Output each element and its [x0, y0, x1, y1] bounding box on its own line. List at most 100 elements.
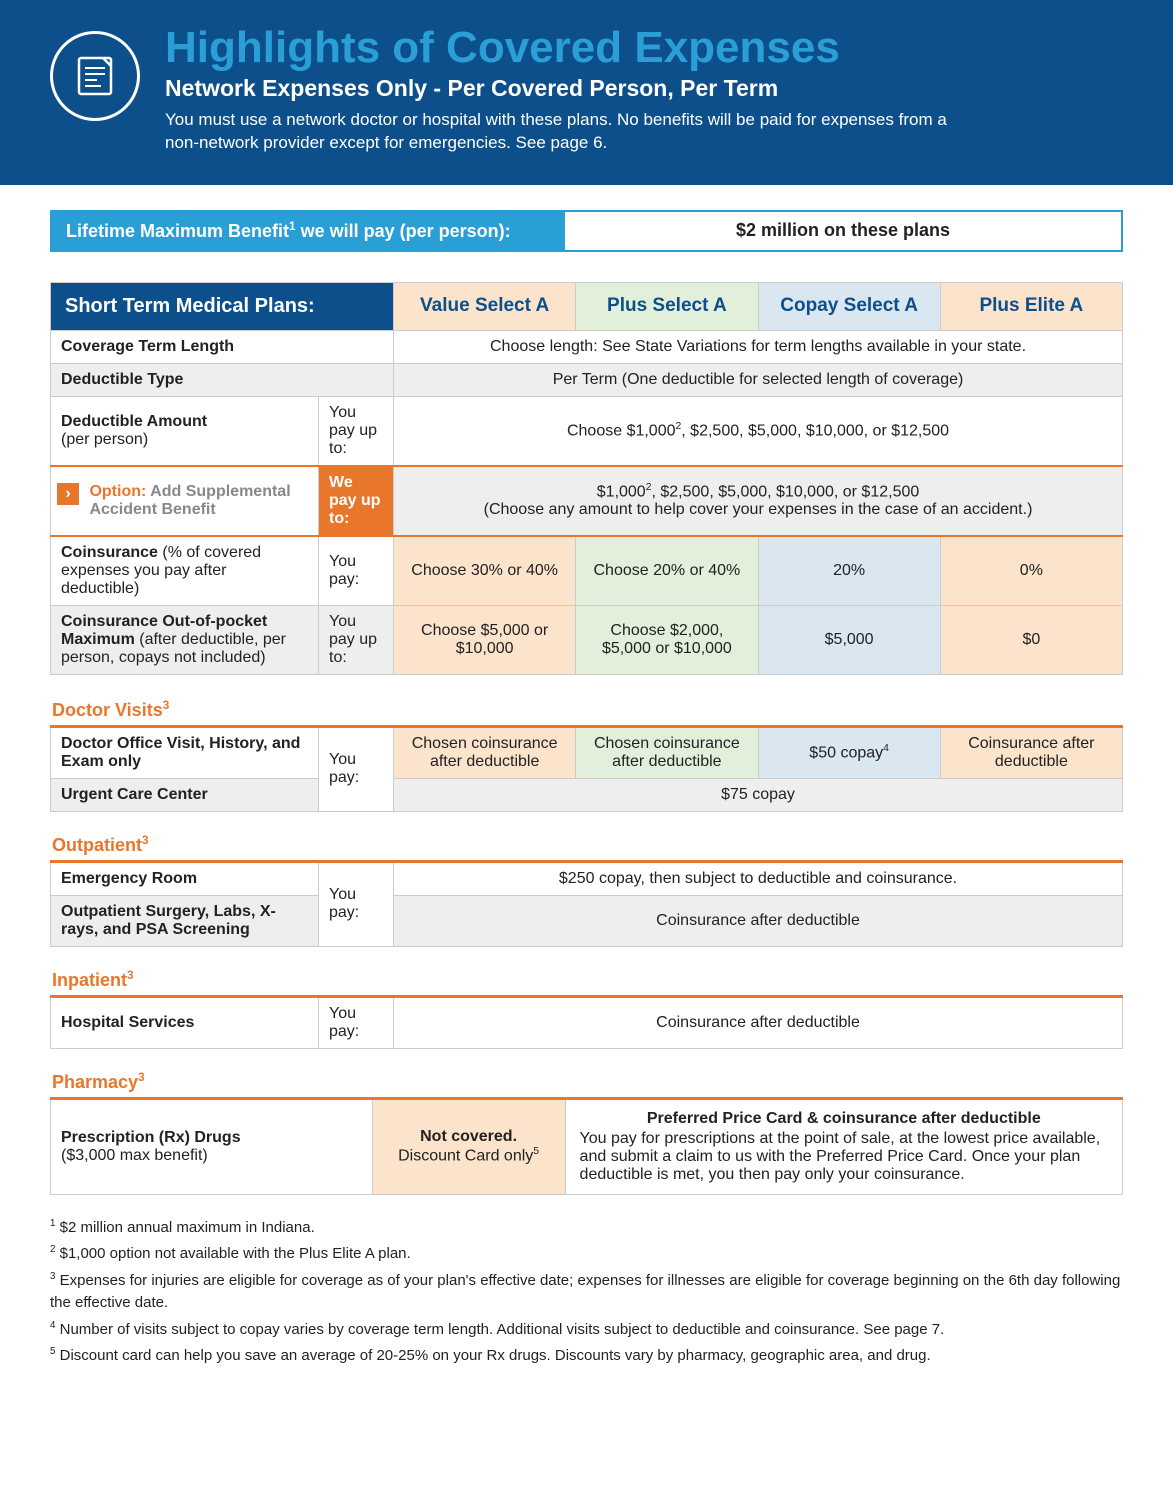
page-title: Highlights of Covered Expenses [165, 25, 985, 71]
oop-max-v4: $0 [940, 605, 1122, 674]
fn5-t: Discount card can help you save an avera… [60, 1347, 931, 1364]
pharmacy-left2-sup: 5 [533, 1146, 539, 1157]
fn2-t: $1,000 option not available with the Plu… [60, 1245, 411, 1262]
office-v3-sup: 4 [883, 743, 889, 754]
lifetime-value: $2 million on these plans [565, 212, 1121, 250]
option-pay: We pay up to: [319, 466, 394, 536]
coinsurance-pay: You pay: [319, 536, 394, 606]
document-icon-svg [73, 54, 117, 98]
section-title-inpatient: Inpatient3 [52, 969, 1123, 991]
oop-max-v3: $5,000 [758, 605, 940, 674]
oop-max-pay: You pay up to: [319, 605, 394, 674]
row-option-supplemental: › Option: Add Supplemental Accident Bene… [51, 466, 1123, 536]
row-coinsurance: Coinsurance (% of covered expenses you p… [51, 536, 1123, 606]
office-v4: Coinsurance after deductible [940, 726, 1122, 778]
pharmacy-left1: Not covered. [420, 1128, 517, 1145]
deductible-type-value: Per Term (One deductible for selected le… [394, 363, 1123, 396]
deductible-amount-label-text: Deductible Amount [61, 413, 207, 430]
urgent-label: Urgent Care Center [51, 778, 319, 811]
fn3-t: Expenses for injuries are eligible for c… [50, 1272, 1120, 1312]
office-v3-pre: $50 copay [809, 744, 883, 761]
deductible-type-label: Deductible Type [51, 363, 394, 396]
option-line2: (Choose any amount to help cover your ex… [484, 501, 1033, 518]
row-pharmacy: Prescription (Rx) Drugs ($3,000 max bene… [51, 1098, 1123, 1194]
content-area: Lifetime Maximum Benefit 1 we will pay (p… [0, 185, 1173, 1402]
deductible-amount-pre: Choose $1,000 [567, 422, 676, 439]
doctor-table: Doctor Office Visit, History, and Exam o… [50, 725, 1123, 812]
pharmacy-right-title: Preferred Price Card & coinsurance after… [580, 1110, 1108, 1128]
fn2-n: 2 [50, 1244, 55, 1255]
outpatient-title: Outpatient [52, 835, 142, 855]
row-deductible-type: Deductible Type Per Term (One deductible… [51, 363, 1123, 396]
pharmacy-sup: 3 [138, 1071, 145, 1084]
page-subtitle: Network Expenses Only - Per Covered Pers… [165, 75, 985, 103]
footnote-3: 3 Expenses for injuries are eligible for… [50, 1270, 1123, 1315]
coverage-term-value: Choose length: See State Variations for … [394, 330, 1123, 363]
pharmacy-label-text: Prescription (Rx) Drugs [61, 1129, 241, 1146]
fn3-n: 3 [50, 1271, 55, 1282]
office-v2: Chosen coinsurance after deductible [576, 726, 758, 778]
footnote-2: 2 $1,000 option not available with the P… [50, 1243, 1123, 1266]
footnote-5: 5 Discount card can help you save an ave… [50, 1345, 1123, 1368]
plans-header-label: Short Term Medical Plans: [51, 282, 394, 330]
oop-max-v1: Choose $5,000 or $10,000 [394, 605, 576, 674]
lifetime-label: Lifetime Maximum Benefit1 we will pay (p… [52, 212, 565, 250]
footnote-1: 1 $2 million annual maximum in Indiana. [50, 1217, 1123, 1240]
pharmacy-not-covered: Not covered. Discount Card only5 [372, 1098, 565, 1194]
office-label: Doctor Office Visit, History, and Exam o… [51, 726, 319, 778]
coinsurance-v3: 20% [758, 536, 940, 606]
row-urgent-care: Urgent Care Center $75 copay [51, 778, 1123, 811]
deductible-amount-sub: (per person) [61, 431, 148, 448]
pharmacy-right-body: You pay for prescriptions at the point o… [580, 1130, 1101, 1183]
doctor-sup: 3 [163, 699, 170, 712]
lifetime-max-bar: Lifetime Maximum Benefit1 we will pay (p… [50, 210, 1123, 252]
inpatient-title: Inpatient [52, 970, 127, 990]
doctor-title: Doctor Visits [52, 700, 163, 720]
footnotes: 1 $2 million annual maximum in Indiana. … [50, 1217, 1123, 1368]
row-hospital: Hospital Services You pay: Coinsurance a… [51, 996, 1123, 1048]
option-line1-pre: $1,000 [597, 483, 646, 500]
header-text-block: Highlights of Covered Expenses Network E… [165, 25, 985, 155]
lifetime-label-post: we will pay (per person): [296, 221, 511, 241]
footnote-4: 4 Number of visits subject to copay vari… [50, 1319, 1123, 1342]
fn1-n: 1 [50, 1218, 55, 1229]
fn4-n: 4 [50, 1320, 55, 1331]
surgery-value: Coinsurance after deductible [394, 895, 1123, 946]
option-label: › Option: Add Supplemental Accident Bene… [51, 466, 319, 536]
pharmacy-sub: ($3,000 max benefit) [61, 1147, 208, 1164]
deductible-amount-value: Choose $1,0002, $2,500, $5,000, $10,000,… [394, 396, 1123, 466]
plans-table: Short Term Medical Plans: Value Select A… [50, 282, 1123, 675]
option-value: $1,0002, $2,500, $5,000, $10,000, or $12… [394, 466, 1123, 536]
option-title: Option: [89, 483, 146, 500]
pharmacy-preferred-price: Preferred Price Card & coinsurance after… [565, 1098, 1122, 1194]
pharmacy-table: Prescription (Rx) Drugs ($3,000 max bene… [50, 1097, 1123, 1195]
section-title-doctor: Doctor Visits3 [52, 699, 1123, 721]
hospital-value: Coinsurance after deductible [394, 996, 1123, 1048]
section-title-outpatient: Outpatient3 [52, 834, 1123, 856]
surgery-label: Outpatient Surgery, Labs, X-rays, and PS… [51, 895, 319, 946]
pharmacy-left2-pre: Discount Card only [398, 1147, 533, 1164]
coinsurance-v4: 0% [940, 536, 1122, 606]
row-surgery: Outpatient Surgery, Labs, X-rays, and PS… [51, 895, 1123, 946]
fn1-t: $2 million annual maximum in Indiana. [60, 1219, 315, 1236]
deductible-amount-label: Deductible Amount (per person) [51, 396, 319, 466]
plan-col-copay-select-a: Copay Select A [758, 282, 940, 330]
page-blurb: You must use a network doctor or hospita… [165, 109, 985, 155]
oop-max-label: Coinsurance Out-of-pocket Maximum (after… [51, 605, 319, 674]
outpatient-table: Emergency Room You pay: $250 copay, then… [50, 860, 1123, 947]
lifetime-label-pre: Lifetime Maximum Benefit [66, 221, 289, 241]
chevron-right-icon: › [57, 483, 79, 505]
page-header: Highlights of Covered Expenses Network E… [0, 0, 1173, 185]
row-oop-max: Coinsurance Out-of-pocket Maximum (after… [51, 605, 1123, 674]
coverage-term-label: Coverage Term Length [51, 330, 394, 363]
fn5-n: 5 [50, 1346, 55, 1357]
section-title-pharmacy: Pharmacy3 [52, 1071, 1123, 1093]
er-label: Emergency Room [51, 861, 319, 895]
row-er: Emergency Room You pay: $250 copay, then… [51, 861, 1123, 895]
outpatient-pay: You pay: [319, 861, 394, 946]
coinsurance-label-text: Coinsurance [61, 544, 158, 561]
fn4-t: Number of visits subject to copay varies… [60, 1321, 945, 1338]
option-line1-post: , $2,500, $5,000, $10,000, or $12,500 [651, 483, 919, 500]
coinsurance-v1: Choose 30% or 40% [394, 536, 576, 606]
row-deductible-amount: Deductible Amount (per person) You pay u… [51, 396, 1123, 466]
